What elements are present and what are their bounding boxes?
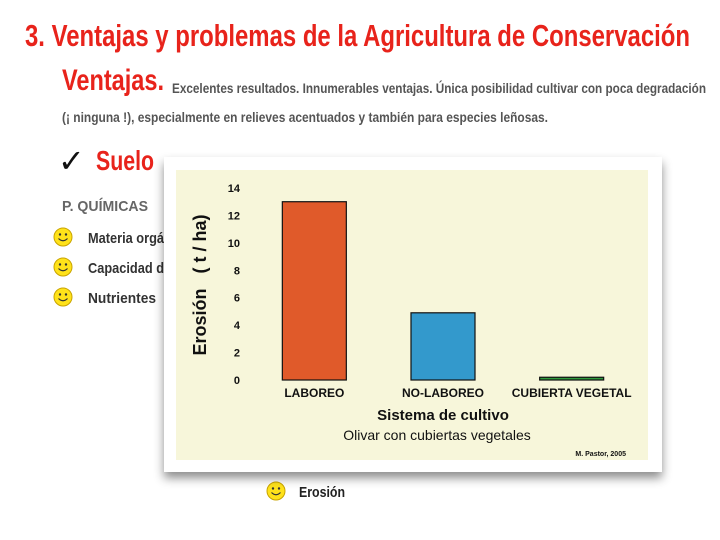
group-label: P. QUÍMICAS xyxy=(62,198,148,215)
y-tick-label: 14 xyxy=(228,183,241,195)
ventajas-label: Ventajas. xyxy=(62,64,164,97)
section-title: Suelo xyxy=(96,145,154,176)
bullet-text: Capacidad d xyxy=(88,260,164,277)
slide-title: 3. Ventajas y problemas de la Agricultur… xyxy=(25,18,690,53)
x-tick-label: NO-LABOREO xyxy=(402,386,484,400)
bar xyxy=(281,201,347,381)
chart-credit: M. Pastor, 2005 xyxy=(575,451,626,458)
smiley-icon xyxy=(266,481,286,501)
y-tick-label: 0 xyxy=(234,375,240,387)
y-tick-label: 10 xyxy=(228,238,240,250)
bar xyxy=(539,376,605,381)
description: Excelentes resultados. Innumerables vent… xyxy=(172,79,706,96)
bullet-text: Erosión xyxy=(299,484,345,501)
y-tick-label: 6 xyxy=(234,293,240,305)
y-tick-label: 4 xyxy=(234,320,241,332)
check-mark: ✓ xyxy=(58,143,85,179)
x-tick-label: LABOREO xyxy=(284,386,344,400)
smiley-icon xyxy=(53,257,73,277)
smiley-icon xyxy=(53,227,73,247)
y-tick-label: 2 xyxy=(234,348,240,360)
chart: Erosión ( t / ha) Sistema de cultivo Oli… xyxy=(190,183,632,458)
description: (¡ ninguna !), especialmente en relieves… xyxy=(62,109,548,125)
chart-subtitle: Olivar con cubiertas vegetales xyxy=(343,427,531,443)
bar xyxy=(410,312,476,381)
y-axis-label: Erosión ( t / ha) xyxy=(190,214,210,355)
bullet-text: Materia orgá xyxy=(88,230,165,247)
smiley-icon xyxy=(53,287,73,307)
x-axis-label: Sistema de cultivo xyxy=(377,407,509,424)
x-tick-label: CUBIERTA VEGETAL xyxy=(512,386,632,400)
bullet-text: Nutrientes xyxy=(88,290,156,307)
y-tick-label: 8 xyxy=(234,265,240,277)
y-tick-label: 12 xyxy=(228,210,240,222)
